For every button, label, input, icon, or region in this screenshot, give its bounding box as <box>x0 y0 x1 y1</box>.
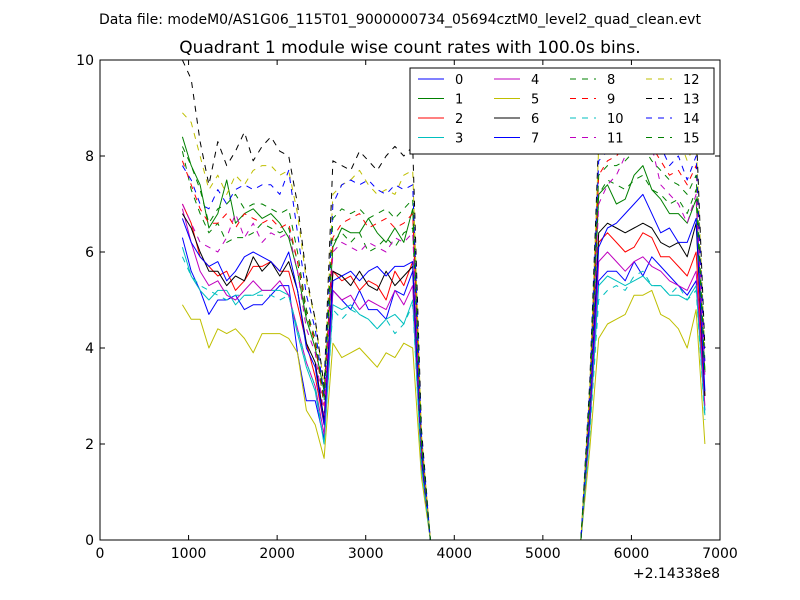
axes-frame <box>99 59 721 541</box>
legend-label-8: 8 <box>607 73 615 88</box>
y-tick-label: 8 <box>85 149 94 165</box>
x-tick-label: 1000 <box>171 546 207 562</box>
series-line-12 <box>182 83 706 541</box>
series-line-4 <box>181 208 706 541</box>
legend-label-0: 0 <box>455 73 463 88</box>
legend-label-1: 1 <box>455 93 463 108</box>
series-line-5 <box>181 289 706 541</box>
x-tick-label: 6000 <box>614 546 650 562</box>
legend-label-13: 13 <box>683 93 700 108</box>
legend-label-3: 3 <box>455 132 463 147</box>
x-tick-label: 2000 <box>259 546 295 562</box>
legend-label-9: 9 <box>607 93 615 108</box>
y-tick-label: 6 <box>85 245 94 261</box>
x-tick-label: 5000 <box>525 546 561 562</box>
series-line-14 <box>181 102 706 541</box>
series-line-8 <box>181 151 706 541</box>
legend-box <box>409 67 715 155</box>
x-tick-label: 4000 <box>436 546 472 562</box>
y-tick-label: 4 <box>85 341 94 357</box>
series-group <box>181 59 706 541</box>
series-line-7 <box>181 193 706 541</box>
y-tick-label: 0 <box>85 533 94 549</box>
legend-label-15: 15 <box>683 132 700 147</box>
data-file-label: Data file: modeM0/AS1G06_115T01_90000007… <box>99 12 701 28</box>
series-line-10 <box>181 256 706 541</box>
series-line-6 <box>181 213 706 541</box>
chart-title: Quadrant 1 module wise count rates with … <box>179 38 640 58</box>
series-line-2 <box>181 203 706 541</box>
legend-label-14: 14 <box>683 112 700 127</box>
legend-label-11: 11 <box>607 132 624 147</box>
y-tick-label: 10 <box>76 53 94 69</box>
x-tick-label: 7000 <box>702 546 738 562</box>
y-tick-label: 2 <box>85 437 94 453</box>
legend-label-5: 5 <box>531 93 539 108</box>
x-offset-label: +2.14338e8 <box>633 566 720 582</box>
series-line-1 <box>181 136 706 541</box>
legend-label-12: 12 <box>683 73 700 88</box>
x-tick-label: 3000 <box>348 546 384 562</box>
legend-label-7: 7 <box>531 132 539 147</box>
legend-label-4: 4 <box>531 73 539 88</box>
x-tick-label: 0 <box>96 546 105 562</box>
series-line-13 <box>181 59 706 541</box>
legend-label-2: 2 <box>455 112 463 127</box>
legend-label-10: 10 <box>607 112 624 127</box>
legend-label-6: 6 <box>531 112 539 127</box>
